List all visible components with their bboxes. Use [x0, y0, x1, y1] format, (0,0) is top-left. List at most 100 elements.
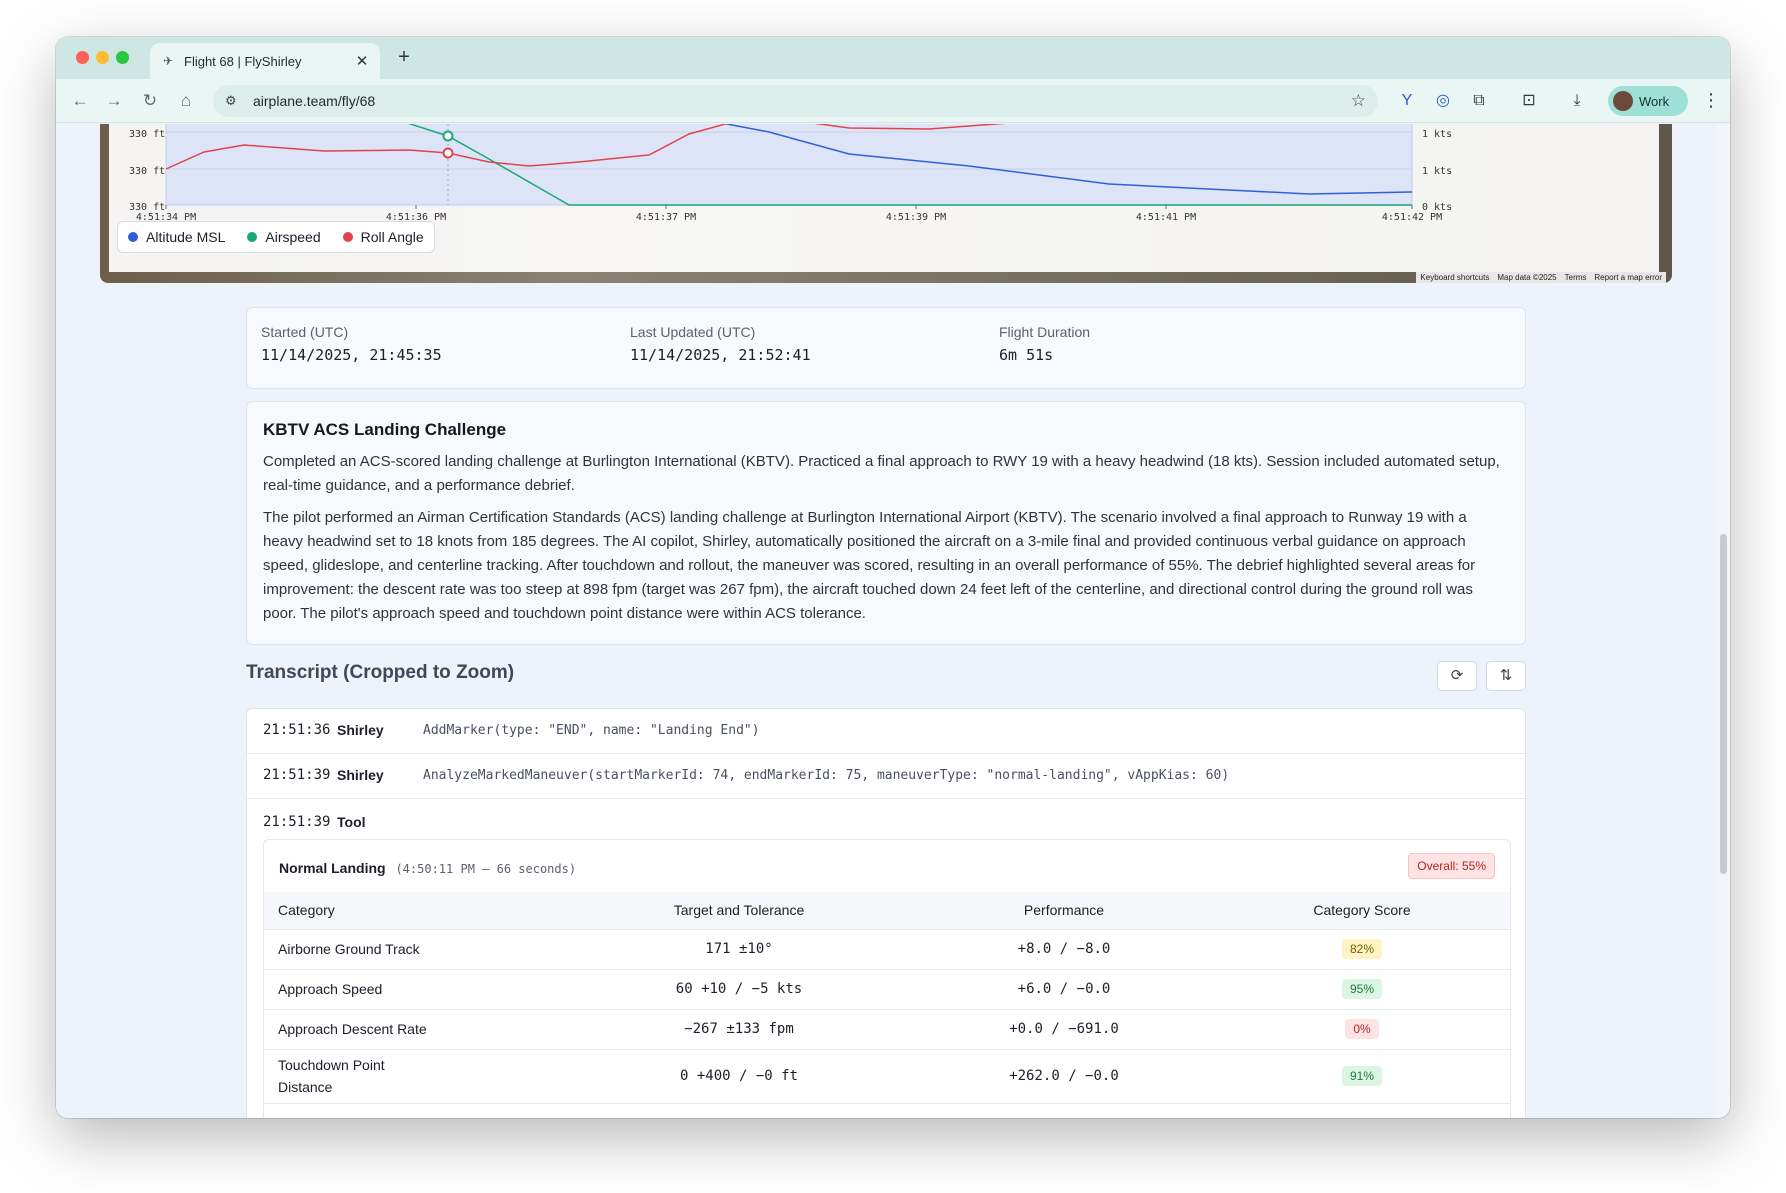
target-cell: 0 +400 / −0 ft [564, 1049, 914, 1104]
page-content: 330 ft 330 ft 330 ft 1 kts 1 kts 0 kts 4:51:34… [56, 124, 1716, 1118]
x-axis-tick-label: 4:51:39 PM [886, 212, 946, 223]
close-tab-icon[interactable]: ✕ [355, 53, 369, 70]
site-settings-icon[interactable]: ⚙ [225, 93, 237, 108]
stat-label: Started (UTC) [261, 324, 349, 340]
browser-menu-icon[interactable]: ⋮ [1702, 90, 1720, 110]
browser-toolbar: ← → ↻ ⌂ ⚙ airplane.team/fly/68 ☆ Y ◎ ⧉ ⊡… [56, 79, 1730, 123]
download-icon[interactable]: ⤓ [1573, 92, 1581, 109]
column-header-score: Category Score [1214, 892, 1510, 930]
legend-item-altitude[interactable]: Altitude MSL [128, 229, 225, 245]
transcript-list: 21:51:36 Shirley AddMarker(type: "END", … [246, 708, 1526, 1118]
password-manager-icon[interactable]: ◎ [1436, 92, 1450, 109]
url-text[interactable]: airplane.team/fly/68 [253, 93, 376, 109]
column-header-category: Category [264, 892, 564, 930]
category-cell: Approach Speed [264, 969, 564, 1010]
table-row: Touchdown Point Distance 0 +400 / −0 ft … [264, 1049, 1510, 1104]
table-row: Airborne Ground Track 171 ±10° +8.0 / −8… [264, 929, 1510, 970]
report-map-error-link[interactable]: Report a map error [1594, 273, 1662, 282]
minimize-window-button[interactable] [96, 51, 109, 64]
right-axis-tick-label: 1 kts [1422, 129, 1452, 140]
transcript-row: 21:51:36 Shirley AddMarker(type: "END", … [247, 709, 1525, 754]
terms-link[interactable]: Terms [1564, 273, 1587, 282]
stat-label: Last Updated (UTC) [630, 324, 756, 340]
target-cell: −267 ±133 fpm [564, 1009, 914, 1050]
extension-v-icon[interactable]: Y [1401, 92, 1413, 109]
table-row: Approach Descent Rate −267 ±133 fpm +0.0… [264, 1009, 1510, 1050]
bookmark-star-icon[interactable]: ☆ [1350, 91, 1366, 110]
keyboard-shortcuts-link[interactable]: Keyboard shortcuts [1420, 273, 1490, 282]
score-table-header: Category Target and Tolerance Performanc… [264, 892, 1510, 930]
performance-cell: +6.0 / −0.0 [914, 969, 1214, 1010]
maneuver-header: Normal Landing (4:50:11 PM – 66 seconds) [279, 860, 576, 876]
close-window-button[interactable] [76, 51, 89, 64]
target-cell: 60 +10 / −5 kts [564, 969, 914, 1010]
reload-icon[interactable]: ↻ [142, 91, 158, 110]
x-axis-tick-label: 4:51:36 PM [386, 212, 446, 223]
left-axis-tick-label: 330 ft [129, 129, 165, 140]
stat-last-updated: Last Updated (UTC) 11/14/2025, 21:52:41 [630, 324, 811, 364]
legend-dot [342, 232, 353, 242]
summary-short: Completed an ACS-scored landing challeng… [263, 453, 1500, 494]
category-cell: Touchdown Point Distance [264, 1049, 564, 1104]
stat-value: 11/14/2025, 21:52:41 [630, 346, 811, 364]
transcript-time: 21:51:39 [263, 767, 331, 783]
extensions-puzzle-icon[interactable]: ⧉ [1473, 92, 1485, 109]
roll-angle-hover-point [442, 147, 454, 159]
new-tab-button[interactable]: + [398, 46, 410, 68]
flight-map[interactable]: 330 ft 330 ft 330 ft 1 kts 1 kts 0 kts 4:51:34… [100, 124, 1672, 283]
category-cell: Airborne Ground Track [264, 929, 564, 970]
performance-cell: +8.0 / −8.0 [914, 929, 1214, 970]
tab-strip: ✈ Flight 68 | FlyShirley ✕ + [56, 37, 1730, 79]
score-cell: 0% [1214, 1009, 1510, 1050]
transcript-message: AddMarker(type: "END", name: "Landing En… [423, 723, 760, 738]
flight-chart: 330 ft 330 ft 330 ft 1 kts 1 kts 0 kts 4:51:34… [109, 124, 1659, 272]
transcript-time: 21:51:36 [263, 722, 331, 738]
profile-button[interactable]: Work [1608, 86, 1688, 116]
flight-chart-svg: 330 ft 330 ft 330 ft 1 kts 1 kts 0 kts 4:51:34… [129, 124, 1452, 223]
score-cell: 95% [1214, 969, 1510, 1010]
tab-search-icon[interactable]: ⊡ [1522, 92, 1536, 109]
stat-label: Flight Duration [999, 324, 1091, 340]
stat-value: 6m 51s [999, 346, 1054, 364]
overall-score-badge: Overall: 55% [1408, 853, 1495, 879]
transcript-speaker: Shirley [337, 767, 384, 783]
address-bar[interactable]: ⚙ airplane.team/fly/68 ☆ [213, 85, 1378, 117]
back-icon[interactable]: ← [71, 91, 89, 110]
transcript-speaker: Tool [337, 814, 366, 830]
score-badge: 0% [1345, 1019, 1379, 1039]
maneuver-meta: (4:50:11 PM – 66 seconds) [395, 862, 577, 876]
forward-icon[interactable]: → [105, 91, 123, 110]
scrollbar-thumb[interactable] [1720, 534, 1727, 874]
transcript-title: Transcript (Cropped to Zoom) [246, 662, 515, 683]
score-cell: 91% [1214, 1049, 1510, 1104]
left-axis-tick-label: 330 ft [129, 166, 165, 177]
profile-label: Work [1639, 93, 1670, 109]
page-scrollbar[interactable] [1716, 124, 1730, 1118]
home-icon[interactable]: ⌂ [180, 91, 192, 110]
chart-legend: Altitude MSL Airspeed Roll Angle [117, 221, 435, 253]
roll-angle-line [165, 124, 1006, 170]
flight-summary-card: KBTV ACS Landing Challenge Completed an … [246, 401, 1526, 645]
flight-stats-card: Started (UTC) 11/14/2025, 21:45:35 Last … [246, 307, 1526, 389]
refresh-transcript-button[interactable]: ⟳ [1437, 661, 1477, 691]
score-table: Category Target and Tolerance Performanc… [264, 892, 1510, 1104]
browser-tab[interactable]: ✈ Flight 68 | FlyShirley ✕ [150, 43, 380, 79]
sort-transcript-button[interactable]: ⇅ [1486, 661, 1526, 691]
legend-item-airspeed[interactable]: Airspeed [247, 229, 321, 245]
transcript-row: 21:51:39 Shirley AnalyzeMarkedManeuver(s… [247, 754, 1525, 799]
maneuver-name: Normal Landing [279, 860, 386, 876]
airplane-favicon-icon: ✈ [162, 54, 174, 68]
performance-cell: +0.0 / −691.0 [914, 1009, 1214, 1050]
legend-label: Roll Angle [360, 229, 424, 245]
stat-duration: Flight Duration 6m 51s [999, 324, 1090, 364]
legend-item-roll-angle[interactable]: Roll Angle [342, 229, 424, 245]
score-cell: 82% [1214, 929, 1510, 970]
transcript-row: 21:51:39 Tool [247, 799, 1525, 1118]
transcript-time: 21:51:39 [263, 814, 331, 830]
summary-title: KBTV ACS Landing Challenge [263, 420, 507, 439]
left-axis-tick-label: 330 ft [129, 202, 165, 213]
legend-label: Airspeed [265, 229, 321, 245]
map-data-label: Map data ©2025 [1497, 273, 1557, 282]
maximize-window-button[interactable] [116, 51, 129, 64]
legend-dot [128, 232, 138, 242]
